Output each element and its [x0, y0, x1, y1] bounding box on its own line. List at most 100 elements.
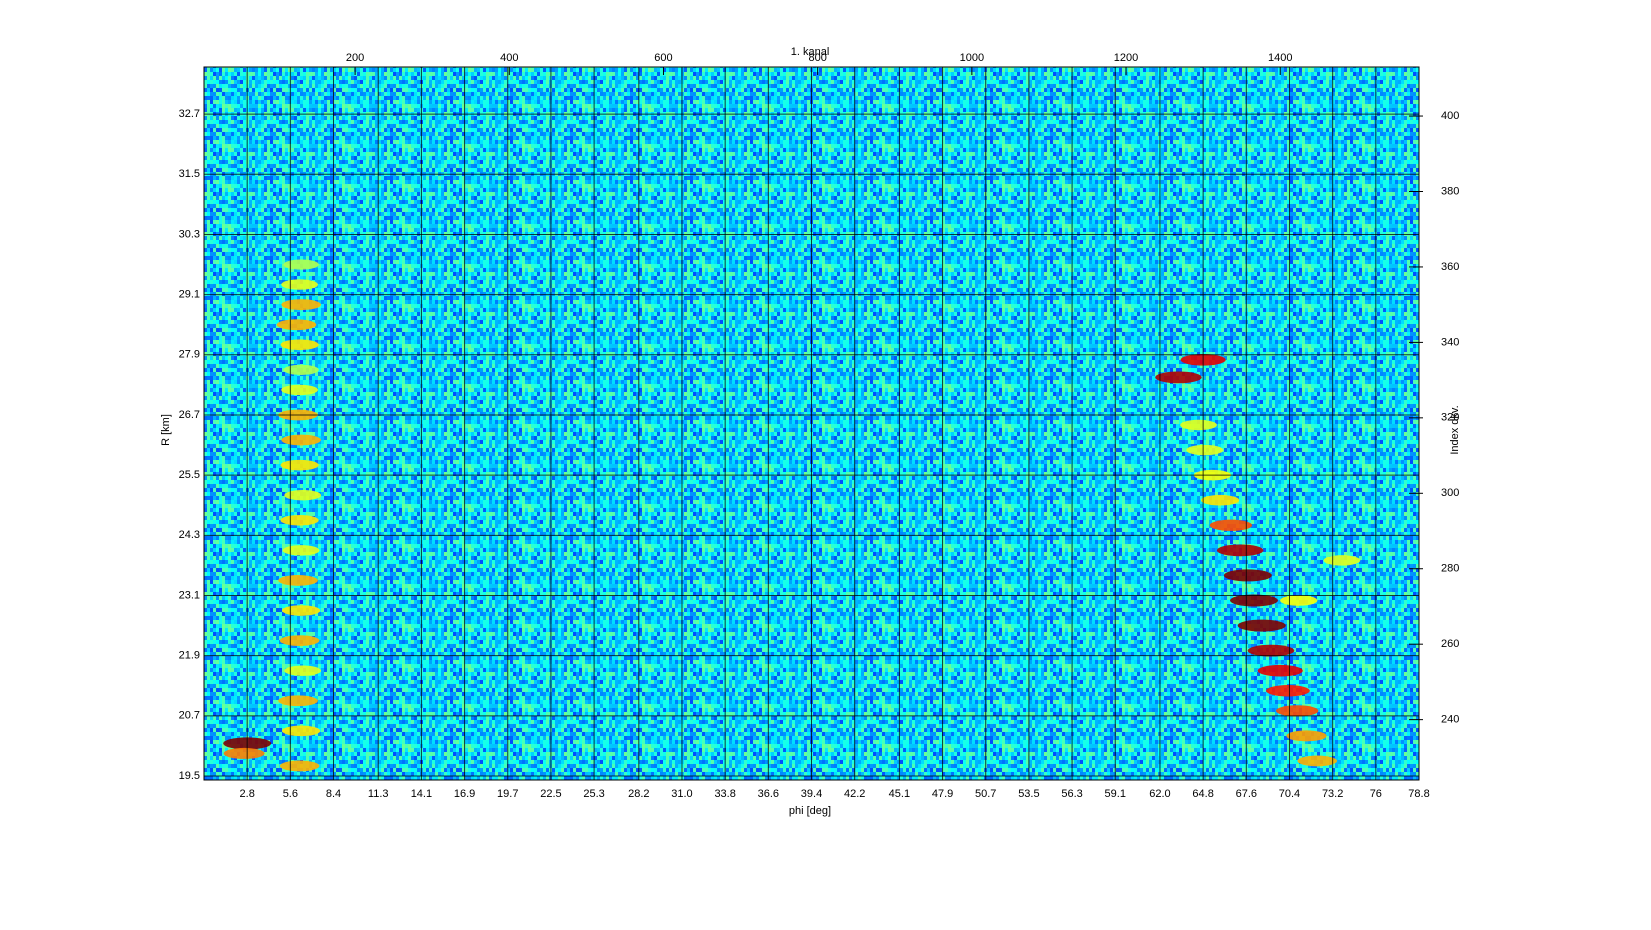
y-tick-label: 20.7 — [179, 710, 200, 722]
y-tick-label: 27.9 — [179, 349, 200, 361]
y2-tick-label: 240 — [1441, 714, 1459, 726]
heat-spot — [1223, 569, 1272, 582]
x-tick-label: 39.4 — [801, 788, 822, 800]
heat-spot — [283, 364, 319, 375]
x-tick-label: 36.6 — [758, 788, 779, 800]
y2-tick-label: 380 — [1441, 185, 1459, 197]
heat-spot — [1209, 519, 1253, 531]
y2-tick-label: 400 — [1441, 110, 1459, 122]
y-tick-label: 31.5 — [179, 168, 200, 180]
heat-spot — [1275, 705, 1319, 717]
y2-tick-label: 340 — [1441, 336, 1459, 348]
x-tick-label: 19.7 — [497, 788, 518, 800]
y2-tick-label: 360 — [1441, 261, 1459, 273]
y2-tick-label: 300 — [1441, 487, 1459, 499]
x-tick-label: 2.8 — [240, 788, 255, 800]
x-tick-label: 64.8 — [1192, 788, 1213, 800]
y2-axis-label: Index dkv. — [1449, 405, 1461, 454]
heat-spot — [278, 575, 318, 586]
x2-tick-label: 200 — [346, 52, 364, 64]
y-tick-label: 19.5 — [179, 770, 200, 782]
y2-tick-label: 260 — [1441, 638, 1459, 650]
x-tick-label: 28.2 — [628, 788, 649, 800]
x-tick-label: 22.5 — [540, 788, 561, 800]
y-tick-label: 30.3 — [179, 228, 200, 240]
heat-spot — [281, 434, 321, 446]
heat-spot — [1155, 371, 1202, 384]
x2-tick-label: 800 — [808, 52, 826, 64]
heat-spot — [279, 760, 320, 772]
heat-spot — [284, 490, 322, 501]
y-tick-label: 21.9 — [179, 650, 200, 662]
heat-spot — [1186, 444, 1224, 456]
heat-spot — [281, 384, 318, 396]
heat-spot — [276, 319, 317, 331]
heat-spot — [282, 545, 320, 556]
y-axis-label: R [km] — [160, 414, 172, 446]
x-tick-label: 53.5 — [1018, 788, 1039, 800]
x-tick-label: 5.6 — [283, 788, 298, 800]
heat-spot — [283, 259, 319, 270]
y2-tick-label: 320 — [1441, 412, 1459, 424]
heat-spot — [1247, 644, 1295, 657]
x-tick-label: 78.8 — [1408, 788, 1429, 800]
heat-spot — [1230, 594, 1279, 607]
heat-spot — [278, 695, 318, 707]
x-axis-label: phi [deg] — [789, 805, 831, 817]
y-tick-label: 26.7 — [179, 409, 200, 421]
heat-spot — [1200, 494, 1240, 506]
chart-title: 1. kanal — [791, 46, 830, 58]
heat-spot — [280, 514, 319, 526]
x2-tick-label: 600 — [654, 52, 672, 64]
heat-spot — [1266, 685, 1310, 697]
x-tick-label: 25.3 — [583, 788, 604, 800]
heat-spot — [279, 635, 320, 647]
x-tick-label: 59.1 — [1105, 788, 1126, 800]
y-tick-label: 24.3 — [179, 529, 200, 541]
heat-spot — [281, 299, 321, 311]
heat-spot — [1180, 419, 1217, 431]
x2-tick-label: 1400 — [1268, 52, 1292, 64]
x-tick-label: 76 — [1370, 788, 1382, 800]
heat-spot — [284, 665, 322, 676]
y-tick-label: 23.1 — [179, 589, 200, 601]
x-tick-label: 31.0 — [671, 788, 692, 800]
x-tick-label: 33.8 — [714, 788, 735, 800]
heat-spot — [280, 339, 319, 351]
heat-spot — [1216, 544, 1264, 557]
x-tick-label: 50.7 — [975, 788, 996, 800]
x-tick-label: 73.2 — [1322, 788, 1343, 800]
heat-spot — [1297, 755, 1338, 767]
x-tick-label: 16.9 — [454, 788, 475, 800]
x-tick-label: 62.0 — [1149, 788, 1170, 800]
x-tick-label: 56.3 — [1061, 788, 1082, 800]
x-tick-label: 8.4 — [326, 788, 341, 800]
plot-frame — [203, 66, 1420, 781]
x2-tick-label: 400 — [500, 52, 518, 64]
heat-spot — [1280, 595, 1318, 606]
x-tick-label: 14.1 — [411, 788, 432, 800]
heat-spot — [281, 279, 318, 290]
y-tick-label: 25.5 — [179, 469, 200, 481]
x-tick-label: 42.2 — [844, 788, 865, 800]
heat-spot — [1286, 730, 1327, 742]
y-tick-label: 29.1 — [179, 289, 200, 301]
x-tick-label: 45.1 — [889, 788, 910, 800]
x2-tick-label: 1000 — [960, 52, 984, 64]
heat-spot — [223, 747, 265, 759]
x-tick-label: 11.3 — [368, 788, 389, 800]
heat-spot — [280, 459, 319, 471]
heat-spot — [1323, 555, 1361, 566]
x-tick-label: 70.4 — [1279, 788, 1300, 800]
y-tick-label: 32.7 — [179, 108, 200, 120]
x2-tick-label: 1200 — [1114, 52, 1138, 64]
heat-spot — [282, 725, 321, 737]
x-tick-label: 67.6 — [1236, 788, 1257, 800]
x-tick-label: 47.9 — [932, 788, 953, 800]
heat-spot — [1257, 664, 1303, 677]
heat-spot — [282, 605, 321, 616]
heat-spot — [1237, 619, 1286, 632]
y2-tick-label: 280 — [1441, 563, 1459, 575]
